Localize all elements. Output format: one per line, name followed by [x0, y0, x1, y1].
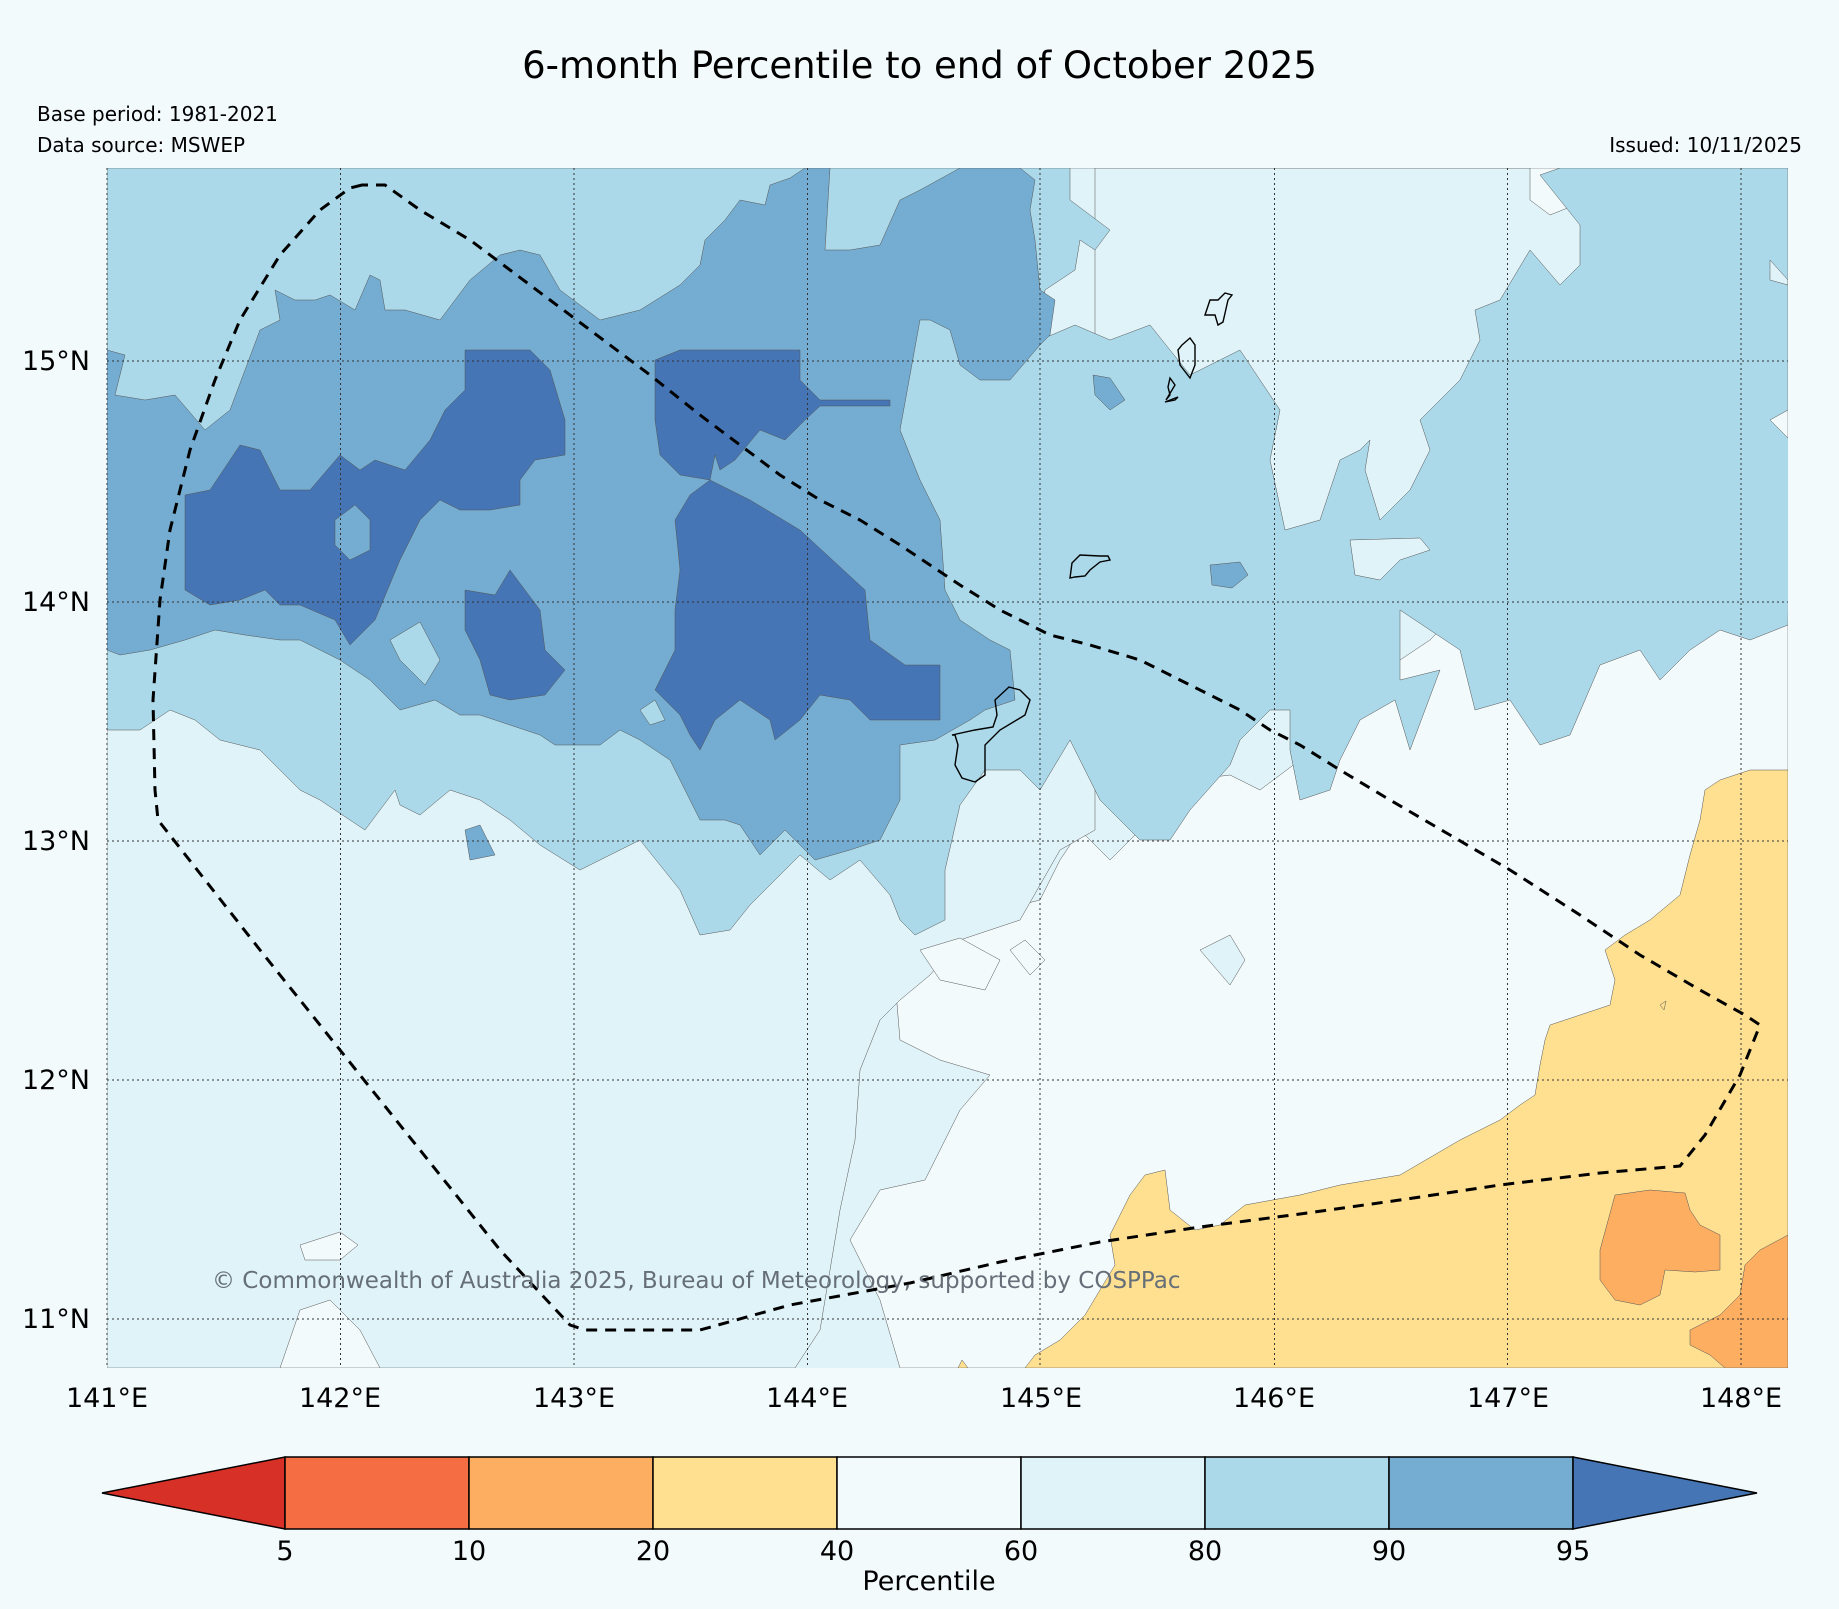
graticule — [106, 168, 1788, 1368]
colorbar-60-80 — [1020, 1456, 1206, 1530]
lat-label-15: 15°N — [22, 346, 90, 377]
colorbar-5-10 — [284, 1456, 470, 1530]
band-10-20-patch-b — [1689, 1234, 1788, 1368]
lon-label-141: 141°E — [66, 1383, 148, 1414]
colorbar: 5 10 20 40 60 80 90 95 Percentile — [101, 1456, 1758, 1597]
hole-60-80-a — [1349, 537, 1431, 581]
colorbar-10-20 — [468, 1456, 654, 1530]
patch-90-95-c — [464, 824, 496, 861]
colorbar-tick-10: 10 — [452, 1536, 486, 1567]
lon-label-146: 146°E — [1233, 1383, 1315, 1414]
dry-anomaly-area — [957, 769, 1788, 1368]
colorbar-tick-20: 20 — [636, 1536, 670, 1567]
issued-date-label: Issued: 10/11/2025 — [1609, 133, 1802, 157]
white-patch-1 — [919, 937, 1001, 991]
eez-boundary — [151, 183, 1762, 1332]
lat-label-12: 12°N — [22, 1065, 90, 1096]
rota-island — [1069, 554, 1112, 579]
colorbar-20-40 — [652, 1456, 838, 1530]
colorbar-above-95 — [1572, 1456, 1758, 1530]
hole-80-90-a — [389, 621, 441, 686]
latitude-labels: 15°N 14°N 13°N 12°N 11°N — [22, 346, 90, 1335]
patch-90-95-a — [1092, 374, 1126, 411]
white-patch-2 — [1009, 939, 1046, 976]
colorbar-tick-40: 40 — [820, 1536, 854, 1567]
lat-label-14: 14°N — [22, 587, 90, 618]
colorbar-40-60 — [836, 1456, 1022, 1530]
hole-90-95-west — [334, 504, 371, 561]
longitude-labels: 141°E 142°E 143°E 144°E 145°E 146°E 147°… — [66, 1383, 1782, 1414]
aguijan-island — [1164, 396, 1179, 403]
lon-label-143: 143°E — [533, 1383, 615, 1414]
colorbar-below-5 — [101, 1456, 286, 1530]
lon-label-145: 145°E — [1000, 1383, 1082, 1414]
colorbar-90-95 — [1388, 1456, 1574, 1530]
lat-label-11: 11°N — [22, 1304, 90, 1335]
colorbar-tick-80: 80 — [1188, 1536, 1222, 1567]
lon-label-142: 142°E — [299, 1383, 381, 1414]
base-period-label: Base period: 1981-2021 — [37, 102, 278, 126]
colorbar-tick-5: 5 — [276, 1536, 293, 1567]
anatahan-island — [1204, 292, 1234, 327]
band-above-95-center — [464, 569, 566, 701]
band-above-95-central — [654, 349, 941, 751]
data-source-label: Data source: MSWEP — [37, 133, 246, 157]
colorbar-title: Percentile — [862, 1566, 995, 1597]
lon-label-148: 148°E — [1700, 1383, 1782, 1414]
band-20-40-region — [1024, 769, 1788, 1368]
colorbar-tick-90: 90 — [1372, 1536, 1406, 1567]
white-patch-4 — [299, 1231, 359, 1261]
copyright-notice: © Commonwealth of Australia 2025, Bureau… — [212, 1268, 1181, 1294]
tinian-island — [1165, 376, 1176, 401]
hole-80-90-b — [639, 699, 666, 726]
guam-island — [951, 686, 1031, 783]
patch-90-95-b — [1209, 561, 1249, 589]
map-title: 6-month Percentile to end of October 202… — [522, 44, 1317, 87]
colorbar-tick-95: 95 — [1556, 1536, 1590, 1567]
white-patch-3 — [279, 1299, 381, 1368]
saipan-island — [1177, 336, 1196, 380]
colorbar-tick-60: 60 — [1004, 1536, 1038, 1567]
lat-label-13: 13°N — [22, 826, 90, 857]
lon-label-144: 144°E — [766, 1383, 848, 1414]
hole-60-80-b — [1199, 934, 1246, 986]
islands — [951, 292, 1234, 783]
colorbar-80-90 — [1204, 1456, 1390, 1530]
patch-20-40-small — [957, 1359, 969, 1368]
band-10-20-patch-a — [1599, 1189, 1721, 1306]
patch-20-40-dot — [1659, 1000, 1667, 1011]
lon-label-147: 147°E — [1467, 1383, 1549, 1414]
